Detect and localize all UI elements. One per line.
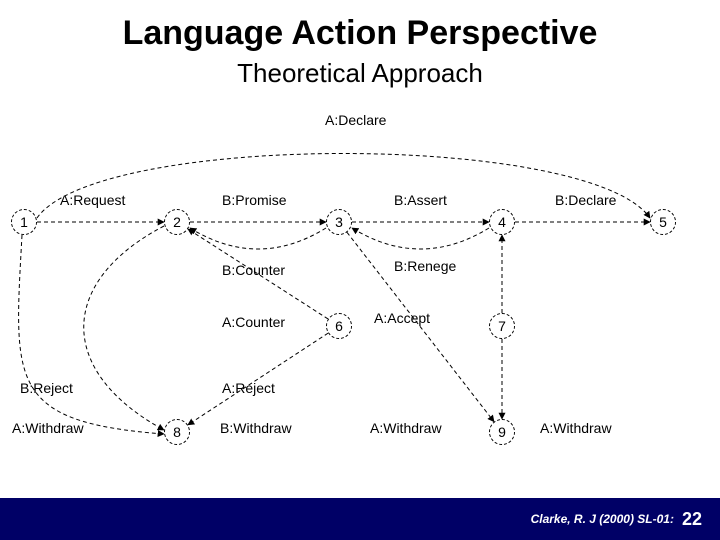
edge-label: B:Counter (222, 262, 285, 278)
edge-label: B:Declare (555, 192, 616, 208)
node-2: 2 (164, 209, 190, 235)
state-diagram: 1 2 3 4 5 6 7 8 9 A:Request B:Promise B:Assert B:De… (0, 0, 720, 540)
edge-label: A:Request (60, 192, 125, 208)
edge-1-8 (19, 235, 164, 434)
footer-bar: Clarke, R. J (2000) SL-01: 22 (0, 498, 720, 540)
node-8: 8 (164, 419, 190, 445)
edge-label: B:Withdraw (220, 420, 292, 436)
footer-citation: Clarke, R. J (2000) SL-01: (531, 512, 674, 526)
edge-label: A:Accept (374, 310, 430, 326)
edge-3-2 (190, 228, 326, 249)
node-4: 4 (489, 209, 515, 235)
edge-label: A:Declare (325, 112, 386, 128)
edges-layer (0, 0, 720, 540)
node-5: 5 (650, 209, 676, 235)
edge-label: A:Withdraw (370, 420, 442, 436)
edge-4-3 (352, 228, 489, 249)
node-9: 9 (489, 419, 515, 445)
node-1: 1 (11, 209, 37, 235)
node-7: 7 (489, 313, 515, 339)
node-3: 3 (326, 209, 352, 235)
edge-label: B:Promise (222, 192, 287, 208)
edge-label: B:Reject (20, 380, 73, 396)
edge-label: A:Withdraw (540, 420, 612, 436)
edge-6-8 (188, 333, 328, 425)
edge-label: B:Assert (394, 192, 447, 208)
footer-page-number: 22 (682, 509, 702, 530)
edge-label: A:Reject (222, 380, 275, 396)
node-6: 6 (326, 313, 352, 339)
edge-2-8 (84, 226, 164, 430)
edge-label: A:Withdraw (12, 420, 84, 436)
edge-1-5 (37, 154, 650, 219)
slide: Language Action Perspective Theoretical … (0, 0, 720, 540)
edge-label: B:Renege (394, 258, 456, 274)
edge-label: A:Counter (222, 314, 285, 330)
